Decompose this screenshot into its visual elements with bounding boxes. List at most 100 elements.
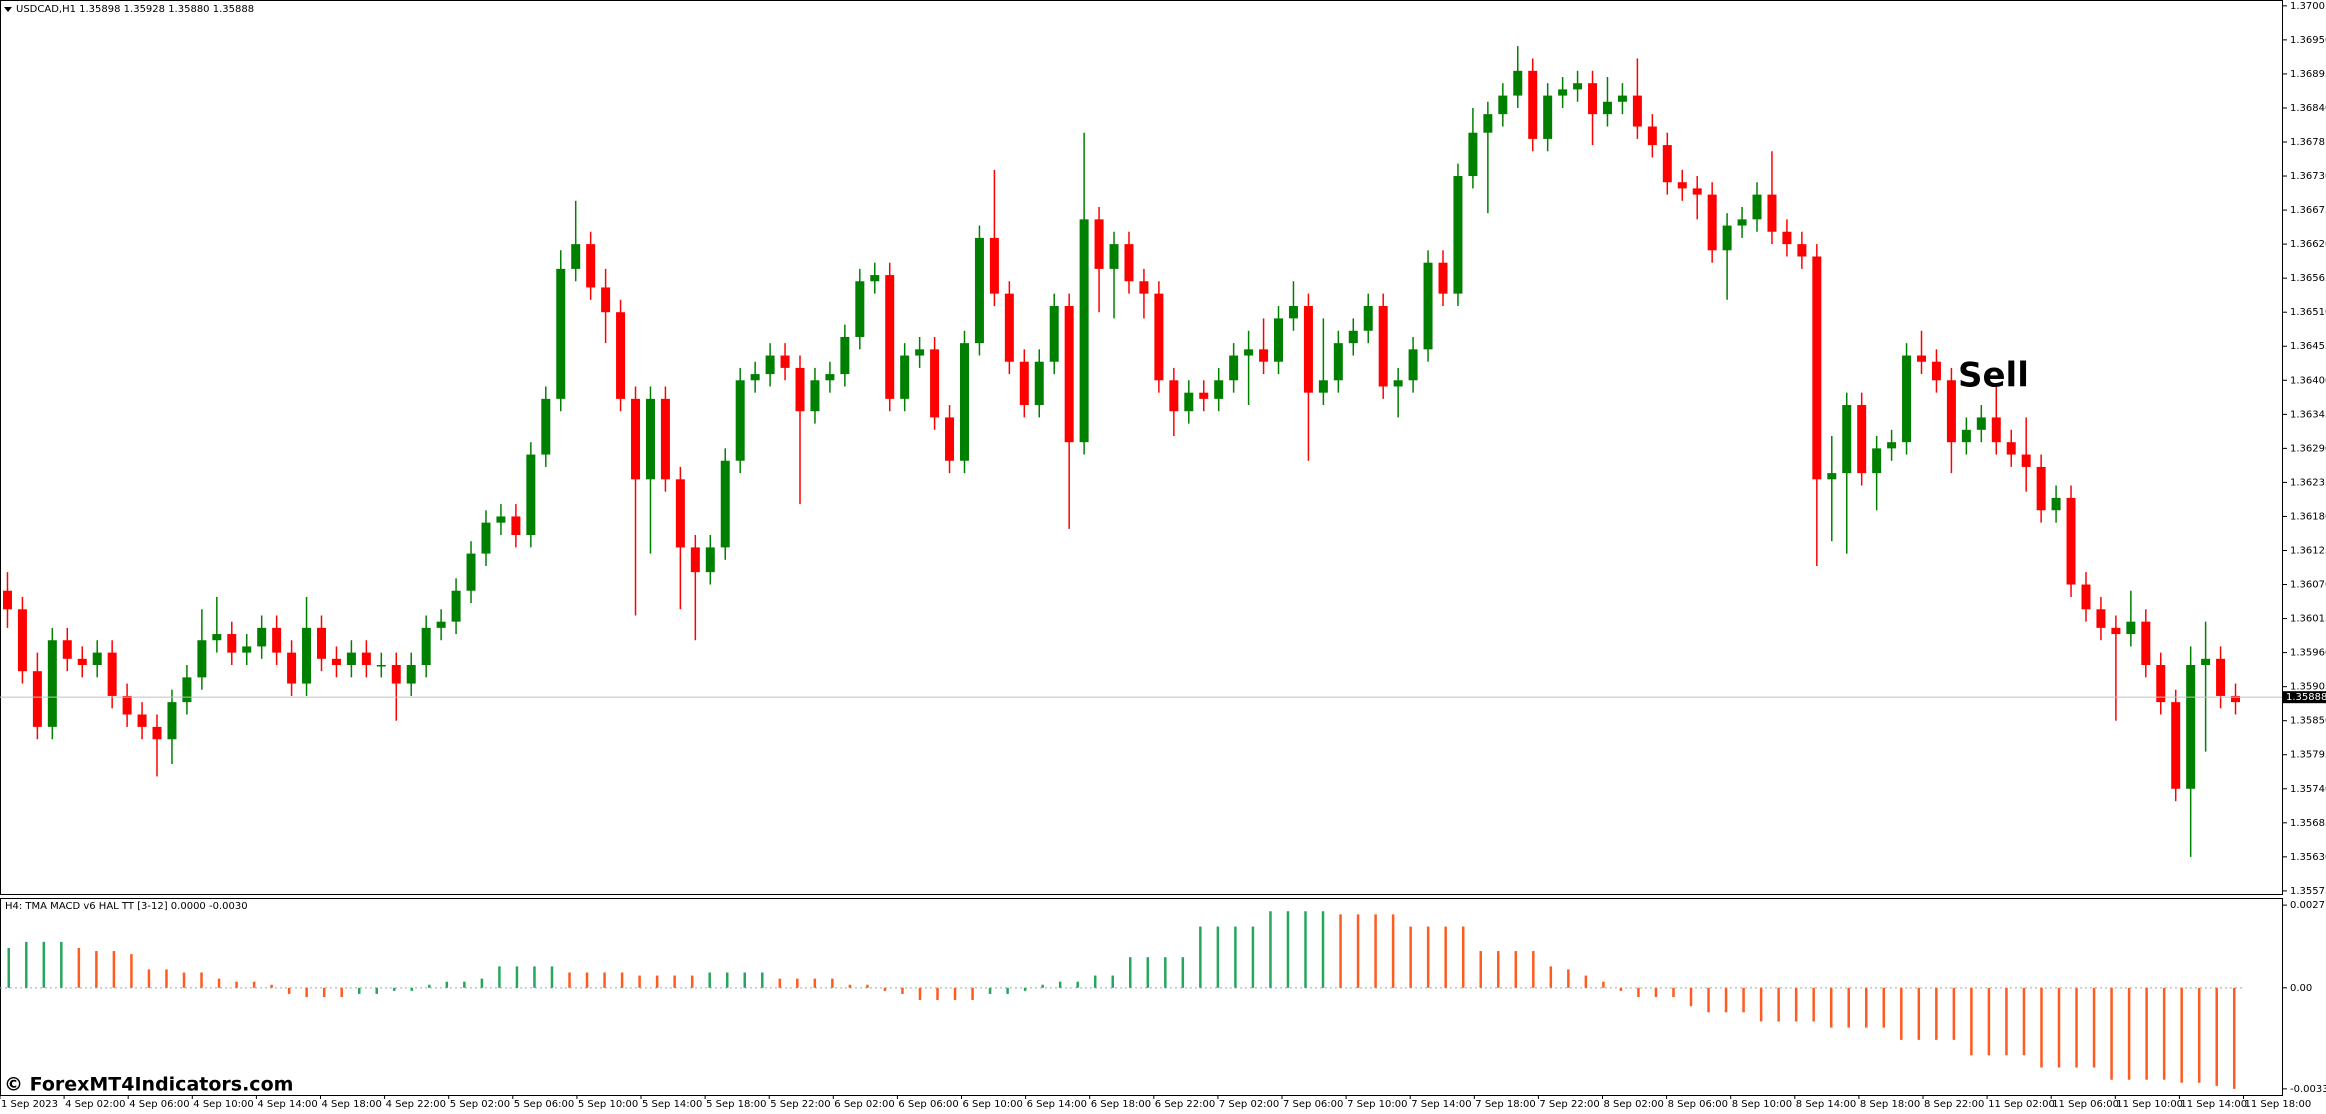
candle-body xyxy=(17,609,27,672)
menu-triangle xyxy=(4,7,12,12)
candle-body xyxy=(825,374,835,381)
candle-body xyxy=(122,695,132,715)
candle-body xyxy=(481,522,491,554)
candle-body xyxy=(1782,231,1792,245)
x-tick-label: 4 Sep 06:00 xyxy=(129,1099,189,1110)
candle-body xyxy=(2201,658,2211,665)
candle-body xyxy=(451,590,461,622)
candle-body xyxy=(1737,219,1747,226)
candle-body xyxy=(855,281,865,337)
candle-body xyxy=(720,460,730,548)
candle-body xyxy=(1543,95,1553,139)
candle-body xyxy=(2111,627,2121,635)
candle-body xyxy=(1169,380,1179,412)
candle-body xyxy=(316,627,326,659)
candle-body xyxy=(1752,194,1762,220)
y-tick-label: 0.0027 xyxy=(2290,900,2325,911)
candle-body xyxy=(1004,293,1014,362)
candle-body xyxy=(1722,225,1732,251)
x-tick-label: 8 Sep 10:00 xyxy=(1732,1099,1792,1110)
candle-body xyxy=(1842,405,1852,474)
x-tick-label: 7 Sep 02:00 xyxy=(1219,1099,1279,1110)
candle-body xyxy=(1692,188,1702,195)
candle-body xyxy=(631,398,641,480)
candle-body xyxy=(915,349,925,356)
x-tick-label: 5 Sep 14:00 xyxy=(642,1099,702,1110)
candle-body xyxy=(1812,256,1822,480)
candle-body xyxy=(1079,219,1089,443)
candle-body xyxy=(391,664,401,684)
candle-body xyxy=(1034,361,1044,406)
candle-body xyxy=(840,336,850,375)
x-tick-label: 4 Sep 14:00 xyxy=(257,1099,317,1110)
candle-body xyxy=(2186,664,2196,789)
y-tick-label: 1.36400 xyxy=(2290,375,2326,386)
candle-body xyxy=(870,275,880,282)
current-price-label: 1.35888 xyxy=(2286,692,2326,703)
candle-body xyxy=(32,671,42,727)
candle-body xyxy=(1199,392,1209,399)
candle-body xyxy=(2,590,12,610)
candle-body xyxy=(900,355,910,399)
candle-body xyxy=(1438,262,1448,294)
candle-body xyxy=(1423,262,1433,350)
candle-body xyxy=(1602,101,1612,115)
candle-body xyxy=(1931,361,1941,381)
candle-body xyxy=(2066,497,2076,585)
candle-body xyxy=(137,714,147,727)
candle-body xyxy=(302,627,312,684)
candle-body xyxy=(212,634,222,641)
candle-body xyxy=(1184,392,1194,412)
y-tick-label: 1.35740 xyxy=(2290,784,2326,795)
candle-body xyxy=(1588,83,1598,115)
candle-body xyxy=(287,652,297,684)
candle-body xyxy=(406,664,416,684)
candle-body xyxy=(795,367,805,412)
candle-body xyxy=(197,640,207,678)
x-tick-label: 4 Sep 18:00 xyxy=(322,1099,382,1110)
y-tick-label: 1.36180 xyxy=(2290,511,2326,522)
candle-body xyxy=(989,237,999,294)
y-tick-label: 1.35905 xyxy=(2290,682,2326,693)
y-tick-label: 1.36125 xyxy=(2290,545,2326,556)
candle-body xyxy=(1887,442,1897,449)
x-tick-label: 4 Sep 02:00 xyxy=(65,1099,125,1110)
y-tick-label: 0.00 xyxy=(2290,983,2312,994)
candle-body xyxy=(1318,380,1328,393)
candle-body xyxy=(1378,306,1388,387)
candle-body xyxy=(2036,466,2046,511)
candle-body xyxy=(1109,244,1119,269)
candle-body xyxy=(571,244,581,269)
candle-body xyxy=(92,652,102,665)
candle-body xyxy=(1767,194,1777,232)
candle-body xyxy=(1154,293,1164,381)
candle-body xyxy=(1857,405,1867,474)
candle-body xyxy=(1797,244,1807,257)
x-tick-label: 5 Sep 18:00 xyxy=(706,1099,766,1110)
candle-body xyxy=(1288,306,1298,319)
candle-body xyxy=(1483,114,1493,133)
x-tick-label: 8 Sep 14:00 xyxy=(1796,1099,1856,1110)
candle-body xyxy=(1976,417,1986,430)
x-tick-label: 6 Sep 18:00 xyxy=(1091,1099,1151,1110)
x-tick-label: 6 Sep 06:00 xyxy=(898,1099,958,1110)
candle-body xyxy=(167,702,177,740)
candle-body xyxy=(1259,349,1269,362)
y-tick-label: 1.35685 xyxy=(2290,818,2326,829)
candle-body xyxy=(1662,145,1672,183)
candle-body xyxy=(2051,497,2061,511)
candle-body xyxy=(1617,95,1627,102)
candle-body xyxy=(1647,126,1657,146)
candle-body xyxy=(1498,95,1508,115)
candle-body xyxy=(2231,695,2241,703)
x-tick-label: 8 Sep 02:00 xyxy=(1604,1099,1664,1110)
candle-body xyxy=(1139,281,1149,294)
candle-body xyxy=(1528,70,1538,139)
x-tick-label: 11 Sep 14:00 xyxy=(2180,1099,2247,1110)
candle-body xyxy=(2216,658,2226,696)
x-tick-label: 4 Sep 10:00 xyxy=(193,1099,253,1110)
candle-body xyxy=(227,634,237,653)
candle-body xyxy=(1064,306,1074,443)
candle-body xyxy=(586,244,596,288)
candle-body xyxy=(945,417,955,461)
